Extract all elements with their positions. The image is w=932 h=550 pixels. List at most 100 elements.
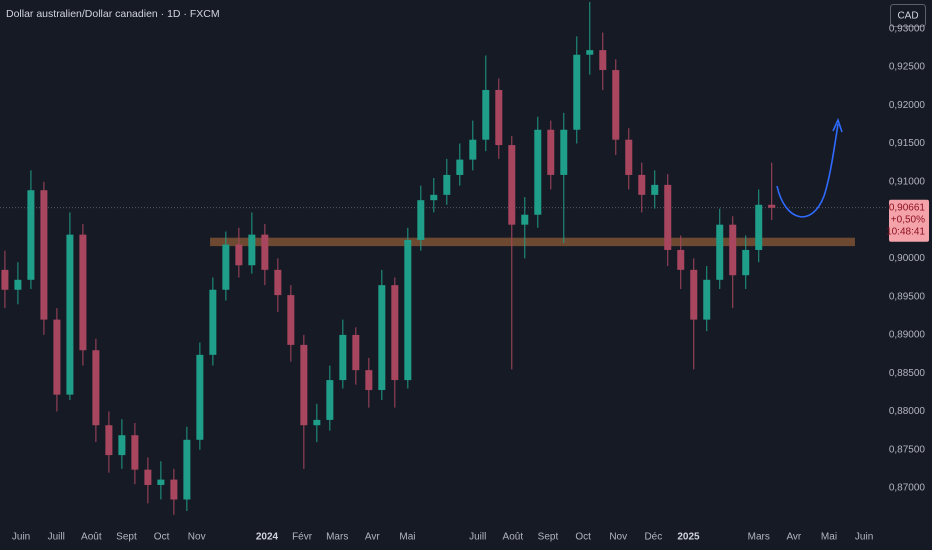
chart-title: Dollar australien/Dollar canadien · 1D ·… xyxy=(6,8,220,20)
x-tick-label: Mars xyxy=(326,532,348,543)
candle-body xyxy=(534,129,542,215)
x-tick-label: Oct xyxy=(154,532,170,543)
y-tick-label: 0,89500 xyxy=(889,291,926,302)
candle-body xyxy=(729,224,737,276)
candle-body xyxy=(677,249,685,270)
candle-body xyxy=(157,479,165,485)
countdown-label: 10:48:41 xyxy=(886,226,925,237)
x-tick-label: Avr xyxy=(365,532,380,543)
x-tick-label: Déc xyxy=(644,532,662,543)
candle-body xyxy=(742,249,750,276)
y-tick-label: 0,88000 xyxy=(889,406,926,417)
candle-body xyxy=(14,279,22,290)
candle-body xyxy=(66,234,74,395)
candle-body xyxy=(40,190,48,320)
candle-body xyxy=(599,50,607,71)
y-tick-label: 0,92000 xyxy=(889,100,926,111)
candle-body xyxy=(352,334,360,371)
y-tick-label: 0,88500 xyxy=(889,368,926,379)
candle-body xyxy=(690,269,698,320)
x-tick-label: Sept xyxy=(116,532,137,543)
candle-body xyxy=(664,184,672,250)
candle-body xyxy=(1,269,9,290)
candle-body xyxy=(222,244,230,290)
candle-body xyxy=(313,419,321,426)
candle-body xyxy=(209,289,217,355)
y-tick-label: 0,91000 xyxy=(889,176,926,187)
candle-body xyxy=(287,295,295,345)
candle-body xyxy=(443,174,451,195)
candle-body xyxy=(131,435,139,470)
candle-body xyxy=(560,129,568,175)
candle-body xyxy=(755,204,763,250)
candle-body xyxy=(144,469,152,485)
x-tick-label: Juin xyxy=(855,532,873,543)
candle-body xyxy=(170,479,178,500)
candle-body xyxy=(417,200,425,240)
x-tick-label: Nov xyxy=(609,532,627,543)
currency-button[interactable] xyxy=(890,4,926,27)
x-tick-label: Juin xyxy=(12,532,30,543)
y-tick-label: 0,87000 xyxy=(889,483,926,494)
x-tick-label: Juill xyxy=(469,532,486,543)
candle-body xyxy=(703,279,711,320)
x-tick-label: Août xyxy=(81,532,102,543)
candle-body xyxy=(261,234,269,270)
candle-body xyxy=(235,244,243,266)
candle-body xyxy=(404,239,412,381)
price-label-box xyxy=(889,199,929,242)
candle-body xyxy=(118,435,126,456)
candle-body xyxy=(716,224,724,280)
x-tick-label: 2024 xyxy=(256,532,279,543)
candle-body xyxy=(274,269,282,296)
y-tick-label: 0,93000 xyxy=(889,23,926,34)
candle-body xyxy=(625,139,633,175)
candle-body xyxy=(430,194,438,201)
candle-body xyxy=(638,174,646,195)
candle-body xyxy=(586,50,594,55)
projection-arrow xyxy=(776,123,839,218)
candle-body xyxy=(521,214,529,225)
candle-body xyxy=(300,344,308,426)
currency-label[interactable]: CAD xyxy=(897,11,918,22)
x-tick-label: Mars xyxy=(748,532,770,543)
change-label: +0,50% xyxy=(891,214,925,225)
candle-body xyxy=(612,70,620,140)
candle-body xyxy=(482,89,490,140)
y-tick-label: 0,91500 xyxy=(889,138,926,149)
candle-body xyxy=(79,234,87,351)
y-tick-label: 0,87500 xyxy=(889,444,926,455)
x-tick-label: Sept xyxy=(538,532,559,543)
x-tick-label: Juill xyxy=(48,532,65,543)
candle-body xyxy=(651,184,659,195)
candle-body xyxy=(53,319,61,395)
x-tick-label: Avr xyxy=(786,532,801,543)
candle-body xyxy=(105,425,113,456)
y-tick-label: 0,89000 xyxy=(889,330,926,341)
candle-body xyxy=(573,54,581,130)
x-tick-label: Nov xyxy=(188,532,206,543)
x-tick-label: 2025 xyxy=(677,532,700,543)
candle-body xyxy=(495,89,503,146)
candle-body xyxy=(183,439,191,500)
x-tick-label: Mai xyxy=(821,532,837,543)
x-tick-label: Oct xyxy=(575,532,591,543)
candle-body xyxy=(326,380,334,420)
candle-body xyxy=(768,204,776,208)
candle-body xyxy=(92,350,100,426)
candle-body xyxy=(27,190,35,280)
y-tick-label: 0,92500 xyxy=(889,62,926,73)
candle-body xyxy=(196,354,204,440)
last-price-label: 0,90661 xyxy=(889,202,926,213)
candle-body xyxy=(547,129,555,175)
x-tick-label: Mai xyxy=(399,532,415,543)
candle-body xyxy=(456,159,464,175)
candle-body xyxy=(508,145,516,225)
support-zone xyxy=(210,237,855,247)
y-tick-label: 0,90000 xyxy=(889,253,926,264)
candle-body xyxy=(248,234,256,266)
plot-area xyxy=(0,1,888,515)
